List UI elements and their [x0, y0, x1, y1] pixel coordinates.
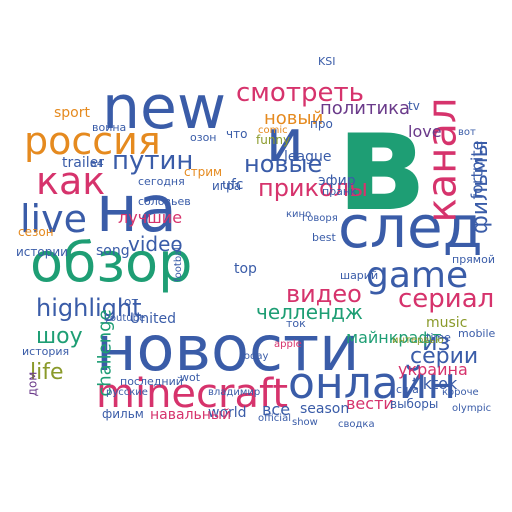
word-istorii: истории: [16, 245, 68, 259]
word-putin: путин: [112, 146, 194, 176]
word-time: time: [426, 331, 451, 344]
word-russkie: русские: [106, 387, 148, 398]
word-world: world: [208, 405, 247, 421]
word-prank: пранк: [322, 185, 357, 198]
word-official: official: [258, 413, 291, 424]
word-kak: как: [36, 159, 106, 203]
word-new: new: [102, 73, 227, 143]
word-kino: кино: [286, 209, 312, 220]
word-sezon: сезон: [18, 225, 54, 239]
word-pro: про: [310, 117, 333, 131]
word-serii: серии: [410, 344, 479, 369]
word-funny: funny: [256, 133, 291, 147]
word-onlain: онлайн: [288, 358, 457, 409]
word-apple: apple: [274, 339, 302, 350]
word-fortnite: fortnite: [467, 140, 487, 200]
word-shou: шоу: [36, 324, 83, 349]
word-vesti: вести: [346, 394, 394, 413]
word-i: и: [266, 107, 304, 175]
word-poslednii: последний: [120, 375, 183, 388]
word-na: на: [96, 173, 178, 247]
word-b: в: [336, 80, 425, 243]
word-best: best: [312, 231, 336, 244]
word-wot: wot: [180, 371, 201, 384]
word-united: United: [130, 311, 176, 327]
word-tok: ток: [286, 317, 306, 330]
word-mainkraft: майнкрафт: [346, 328, 442, 347]
word-football: football: [172, 244, 184, 282]
word-govorya: говоря: [302, 213, 338, 224]
word-life: life: [30, 360, 64, 385]
word-kanal: канал: [419, 97, 466, 223]
word-music: music: [426, 315, 468, 331]
word-show: show: [292, 417, 318, 428]
word-live: live: [20, 197, 87, 241]
word-video-en: video: [128, 232, 183, 256]
word-svodka: сводка: [338, 419, 375, 430]
word-pryamoi: прямой: [452, 253, 495, 266]
word-love: love: [408, 122, 442, 141]
word-vot: вот: [458, 127, 476, 138]
word-novosti: новости: [96, 312, 360, 385]
word-chto: что: [226, 127, 248, 141]
word-comic: comic: [258, 125, 288, 136]
word-video-ru: видео: [286, 280, 362, 308]
word-usa: сша: [396, 383, 419, 396]
word-ufc: ufc: [222, 177, 244, 193]
word-tiktok: tiktok: [412, 374, 458, 393]
word-istoriya: история: [22, 345, 70, 358]
word-mobile: mobile: [458, 327, 496, 340]
word-ukraina: украина: [398, 360, 468, 379]
word-a4: а4: [90, 157, 104, 170]
word-rossiya: россия: [24, 119, 161, 163]
word-song: song: [96, 243, 130, 259]
word-youtube: youtube: [104, 313, 146, 324]
word-obzor: обзор: [30, 231, 193, 294]
word-ot: от: [124, 295, 139, 309]
word-igra: игра: [212, 179, 242, 193]
word-navalnyi: навальный: [150, 407, 232, 423]
word-prikoly: приколы: [258, 174, 368, 202]
word-vladimir: владимир: [208, 387, 261, 398]
word-vse: все: [262, 400, 291, 419]
word-sport: sport: [54, 105, 90, 121]
word-ksi: KSI: [318, 55, 336, 68]
word-solovev: соловьев: [138, 195, 191, 208]
word-top: top: [234, 261, 257, 277]
word-strim: стрим: [184, 165, 223, 179]
word-dom: дом: [25, 371, 40, 397]
word-tv: tv: [408, 99, 420, 113]
word-ozon: озон: [190, 131, 217, 144]
word-league: league: [284, 149, 332, 165]
word-minecraft: minecraft: [96, 371, 289, 417]
word-interview: интервью: [392, 335, 444, 346]
word-highlight: highlight: [36, 294, 142, 322]
word-shariy: шарий: [340, 269, 379, 282]
word-koroche: короче: [442, 387, 479, 398]
word-chellendzh: челлендж: [256, 300, 363, 324]
word-vybory: выборы: [390, 397, 439, 411]
word-lyubye: лучшие: [118, 208, 183, 227]
word-novyi: новый: [264, 108, 324, 129]
word-segodnya: сегодня: [138, 175, 185, 188]
word-efir: эфир: [318, 173, 356, 189]
word-smotret: смотреть: [236, 78, 364, 108]
word-politika: политика: [320, 98, 411, 119]
word-iz: из: [422, 328, 451, 356]
word-film: фильм: [102, 407, 144, 421]
word-game: game: [366, 255, 469, 296]
word-war: война: [92, 121, 127, 134]
word-trailer: trailer: [62, 155, 104, 171]
word-today: today: [240, 351, 269, 362]
word-season: season: [300, 401, 350, 417]
word-olympic: olympic: [452, 403, 492, 414]
word-sled: след: [338, 193, 483, 261]
word-serial: сериал: [398, 284, 495, 314]
word-novye: новые: [244, 150, 323, 178]
